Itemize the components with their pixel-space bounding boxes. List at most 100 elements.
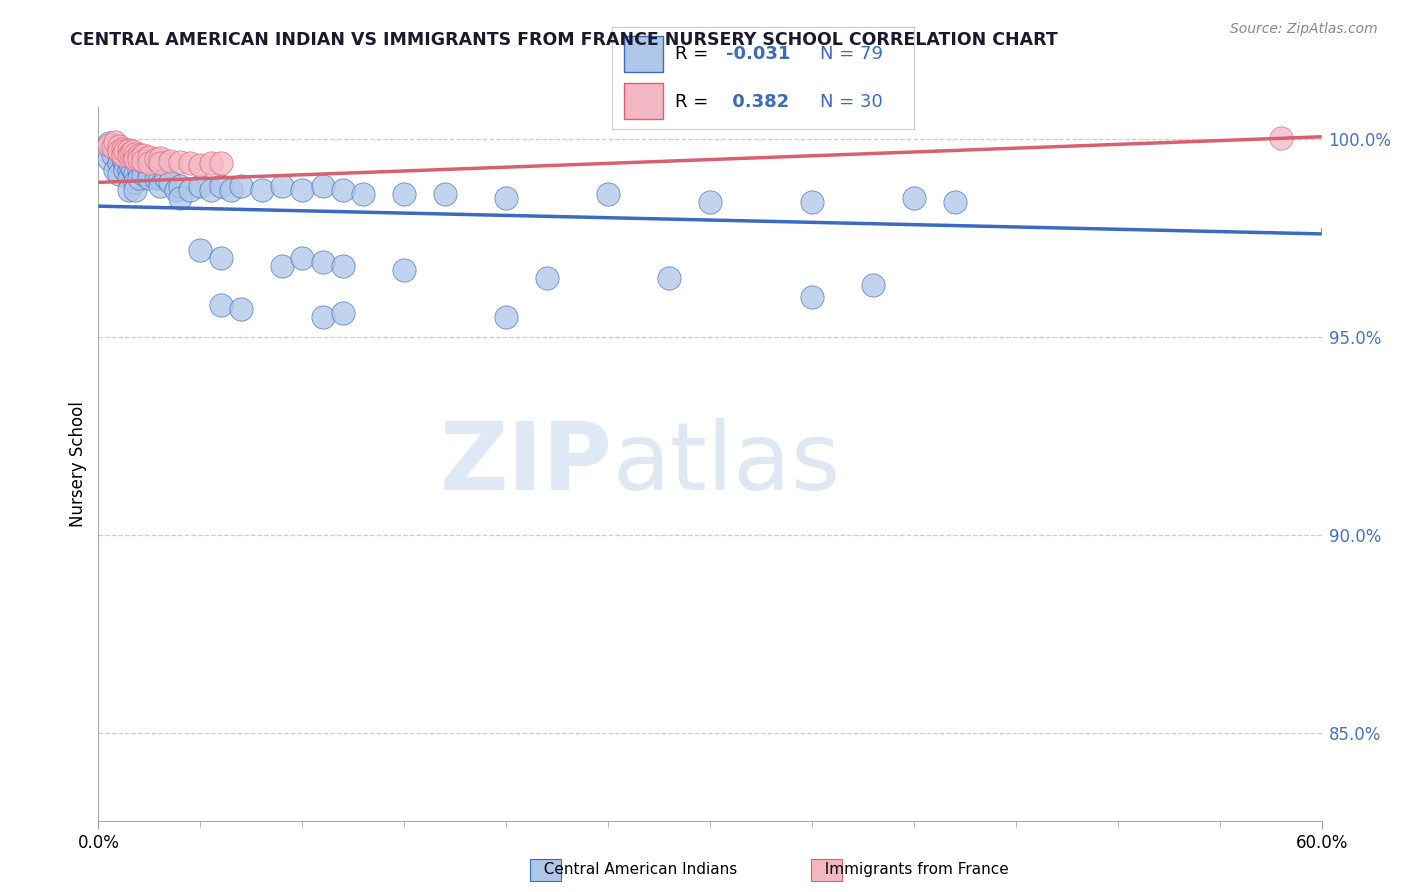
Point bbox=[120, 160, 142, 174]
Point bbox=[332, 259, 354, 273]
Point bbox=[111, 147, 134, 161]
Text: 0.382: 0.382 bbox=[727, 93, 790, 111]
Point bbox=[145, 163, 167, 178]
Point bbox=[132, 168, 155, 182]
Point bbox=[122, 163, 145, 178]
Point bbox=[124, 168, 146, 182]
Text: atlas: atlas bbox=[612, 417, 841, 510]
Point bbox=[101, 147, 124, 161]
Point bbox=[352, 187, 374, 202]
Point bbox=[943, 195, 966, 210]
Point bbox=[209, 156, 232, 170]
Point bbox=[128, 163, 150, 178]
Point bbox=[536, 270, 558, 285]
Point bbox=[165, 183, 187, 197]
Point bbox=[111, 152, 134, 166]
Point bbox=[250, 183, 273, 197]
Point bbox=[118, 171, 141, 186]
Point bbox=[108, 155, 131, 169]
Text: Source: ZipAtlas.com: Source: ZipAtlas.com bbox=[1230, 22, 1378, 37]
Point bbox=[658, 270, 681, 285]
Text: N = 79: N = 79 bbox=[820, 45, 883, 63]
Point bbox=[111, 142, 134, 156]
Text: Immigrants from France: Immigrants from France bbox=[815, 863, 1010, 877]
Point bbox=[209, 179, 232, 194]
Point bbox=[122, 144, 145, 158]
Point bbox=[699, 195, 721, 210]
Point bbox=[124, 175, 146, 189]
Point bbox=[104, 135, 127, 149]
Text: CENTRAL AMERICAN INDIAN VS IMMIGRANTS FROM FRANCE NURSERY SCHOOL CORRELATION CHA: CENTRAL AMERICAN INDIAN VS IMMIGRANTS FR… bbox=[70, 31, 1059, 49]
Point bbox=[862, 278, 884, 293]
Point bbox=[111, 144, 134, 158]
Point bbox=[132, 152, 155, 166]
Point bbox=[332, 306, 354, 320]
Text: R =: R = bbox=[675, 93, 714, 111]
Point bbox=[118, 143, 141, 157]
Point bbox=[108, 168, 131, 182]
Point bbox=[495, 191, 517, 205]
Point bbox=[332, 183, 354, 197]
Point bbox=[145, 171, 167, 186]
Point bbox=[801, 195, 824, 210]
Point bbox=[114, 163, 136, 178]
Point bbox=[291, 251, 314, 265]
Point bbox=[128, 147, 150, 161]
Point bbox=[97, 137, 120, 152]
Text: Central American Indians: Central American Indians bbox=[534, 863, 738, 877]
Text: R =: R = bbox=[675, 45, 714, 63]
Point bbox=[270, 179, 294, 194]
Point bbox=[97, 136, 120, 150]
Point bbox=[200, 183, 222, 197]
Point bbox=[270, 259, 294, 273]
Point bbox=[118, 163, 141, 178]
Point bbox=[159, 175, 181, 189]
Point bbox=[138, 155, 160, 169]
Point bbox=[149, 171, 172, 186]
Point bbox=[132, 153, 155, 168]
Point bbox=[114, 145, 136, 159]
Point bbox=[209, 251, 232, 265]
Point bbox=[231, 179, 253, 194]
Point bbox=[108, 139, 131, 153]
Point bbox=[128, 147, 150, 161]
Point bbox=[231, 302, 253, 317]
Point bbox=[169, 179, 191, 194]
Text: -0.031: -0.031 bbox=[727, 45, 790, 63]
Y-axis label: Nursery School: Nursery School bbox=[69, 401, 87, 527]
Point bbox=[392, 187, 416, 202]
Point bbox=[312, 310, 335, 325]
Point bbox=[169, 191, 191, 205]
Point bbox=[1270, 131, 1292, 145]
Point bbox=[124, 183, 146, 197]
Point bbox=[124, 153, 146, 167]
Point bbox=[101, 140, 124, 154]
Point bbox=[188, 157, 212, 171]
Point bbox=[312, 254, 335, 268]
Point bbox=[200, 155, 222, 169]
Point bbox=[138, 171, 160, 186]
Point bbox=[132, 160, 155, 174]
Point bbox=[108, 139, 131, 153]
Text: ZIP: ZIP bbox=[439, 417, 612, 510]
Point bbox=[312, 179, 335, 194]
Point bbox=[188, 243, 212, 257]
Point bbox=[118, 183, 141, 197]
Point bbox=[132, 148, 155, 162]
Point bbox=[434, 187, 457, 202]
Point bbox=[128, 155, 150, 169]
Point bbox=[598, 187, 620, 202]
Point bbox=[124, 146, 146, 161]
Point bbox=[903, 191, 925, 205]
Point bbox=[108, 147, 131, 161]
Point bbox=[114, 155, 136, 169]
Point bbox=[155, 171, 177, 186]
Point bbox=[495, 310, 517, 325]
Text: N = 30: N = 30 bbox=[820, 93, 883, 111]
Point bbox=[159, 153, 181, 168]
Point bbox=[188, 179, 212, 194]
Point bbox=[120, 145, 142, 160]
FancyBboxPatch shape bbox=[624, 83, 664, 119]
Point bbox=[209, 298, 232, 312]
Point bbox=[118, 147, 141, 161]
